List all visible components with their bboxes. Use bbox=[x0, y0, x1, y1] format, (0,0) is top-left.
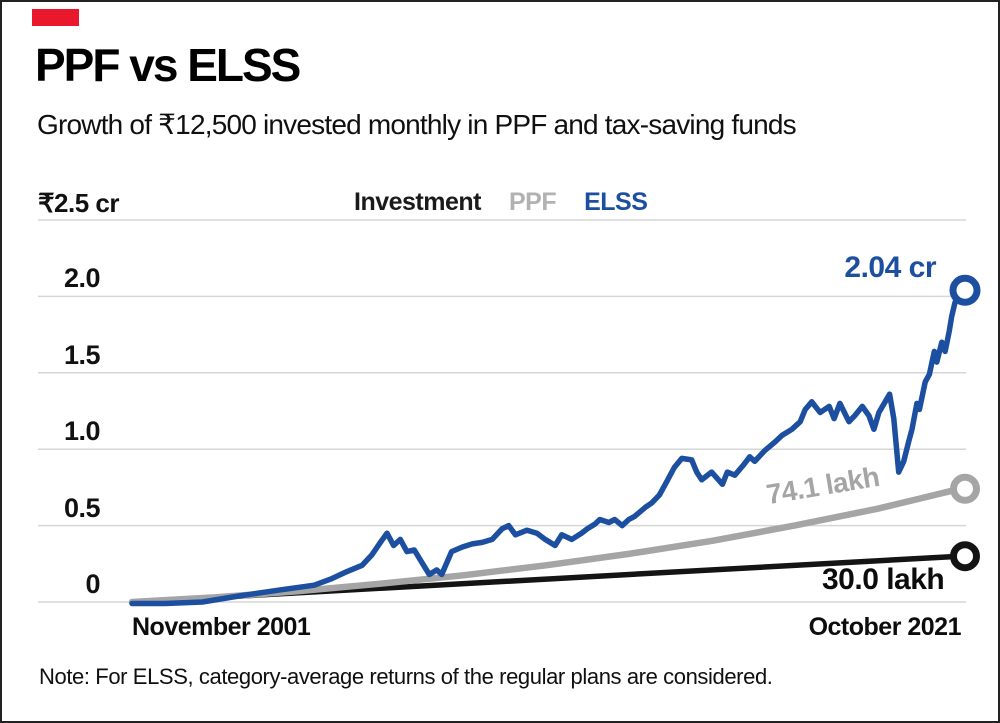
legend-item-ppf: PPF bbox=[508, 188, 557, 216]
y-tick-label: 1.0 bbox=[63, 416, 101, 447]
y-tick-label: 0 bbox=[85, 569, 100, 599]
x-axis-end-label: October 2021 bbox=[808, 613, 962, 641]
y-tick-label: 1.5 bbox=[63, 339, 101, 370]
elss-end-value-label: 2.04 cr bbox=[844, 251, 936, 284]
series-end-marker-investment bbox=[950, 541, 980, 572]
y-tick-label: 0.5 bbox=[63, 492, 101, 523]
series-end-marker-elss bbox=[949, 274, 981, 306]
footnote: Note: For ELSS, category-average returns… bbox=[39, 664, 773, 689]
ppf-end-value-label: 74.1 lakh bbox=[764, 460, 882, 511]
page-subtitle: Growth of ₹12,500 invested monthly in PP… bbox=[37, 109, 797, 140]
y-tick-label: 2.0 bbox=[63, 263, 101, 294]
brand-mark bbox=[32, 9, 79, 26]
x-axis-start-label: November 2001 bbox=[132, 613, 311, 641]
y-axis-max-label: ₹2.5 cr bbox=[38, 188, 120, 218]
series-line-elss bbox=[129, 287, 963, 607]
investment-end-value-label: 30.0 lakh bbox=[822, 563, 945, 596]
series-end-marker-ppf bbox=[950, 473, 980, 504]
chart-legend: Investment PPF ELSS bbox=[354, 188, 648, 217]
page-title: PPF vs ELSS bbox=[35, 39, 301, 91]
legend-item-elss: ELSS bbox=[584, 188, 648, 216]
legend-item-investment: Investment bbox=[354, 188, 481, 216]
